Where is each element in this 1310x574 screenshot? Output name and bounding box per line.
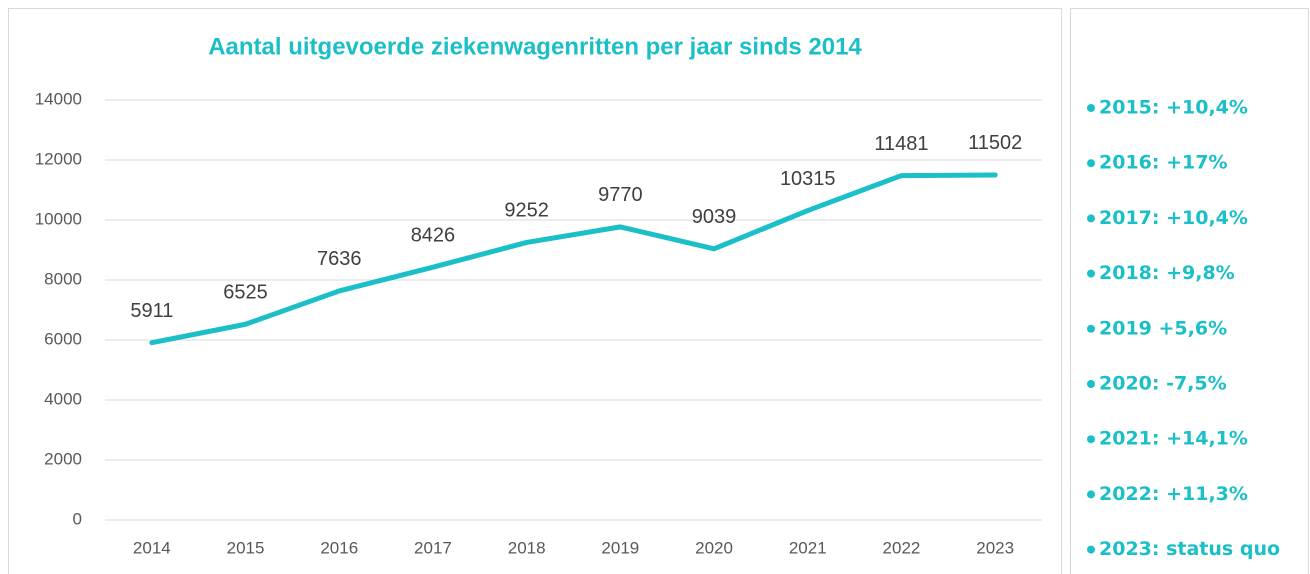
- bullet: [1087, 214, 1095, 223]
- value-label: 8426: [411, 225, 456, 247]
- bullet: [1087, 380, 1095, 388]
- chart-frame: [8, 8, 1062, 574]
- x-tick-label: 2018: [508, 538, 546, 557]
- annotation: 2022: +11,3%: [1099, 483, 1248, 505]
- value-label: 9770: [598, 184, 643, 206]
- value-label: 7636: [317, 248, 362, 270]
- bullet: [1087, 490, 1095, 499]
- x-tick-label: 2020: [695, 538, 733, 557]
- bullet: [1087, 269, 1095, 278]
- y-tick-label: 10000: [35, 209, 82, 228]
- bullet: [1087, 324, 1095, 333]
- value-label: 6525: [223, 282, 268, 304]
- x-tick-label: 2015: [227, 538, 265, 557]
- y-tick-label: 2000: [44, 449, 82, 468]
- value-label: 10315: [780, 168, 836, 190]
- y-tick-label: 14000: [35, 89, 82, 108]
- chart-title: Aantal uitgevoerde ziekenwagenritten per…: [208, 33, 862, 60]
- value-label: 9252: [504, 200, 549, 222]
- value-label: 11502: [968, 132, 1022, 154]
- bullet: [1087, 159, 1095, 168]
- annotation: 2019 +5,6%: [1099, 317, 1227, 339]
- value-label: 5911: [130, 300, 173, 322]
- y-tick-label: 8000: [44, 269, 82, 288]
- annotation: 2020: -7,5%: [1099, 373, 1227, 395]
- y-tick-label: 4000: [44, 389, 82, 408]
- x-tick-label: 2021: [789, 538, 827, 557]
- x-tick-label: 2014: [133, 538, 171, 557]
- annotation: 2021: +14,1%: [1099, 428, 1248, 450]
- bullet: [1087, 435, 1095, 444]
- y-tick-label: 6000: [44, 329, 82, 348]
- annotation: 2016: +17%: [1099, 152, 1228, 174]
- annotation: 2017: +10,4%: [1099, 207, 1248, 229]
- data-line: [149, 172, 998, 346]
- y-tick-label: 12000: [35, 149, 82, 168]
- x-tick-label: 2019: [601, 538, 639, 557]
- bullet: [1087, 545, 1095, 554]
- y-tick-label: 0: [73, 509, 82, 528]
- x-tick-label: 2017: [414, 538, 452, 557]
- value-label: 9039: [692, 206, 737, 228]
- annotation: 2018: +9,8%: [1099, 262, 1235, 284]
- x-tick-label: 2022: [883, 538, 921, 557]
- x-tick-label: 2023: [976, 538, 1014, 557]
- side-panel: [1070, 8, 1309, 574]
- annotation: 2023: status quo: [1099, 538, 1280, 560]
- annotation: 2015: +10,4%: [1099, 97, 1248, 119]
- value-label: 11481: [874, 133, 928, 155]
- x-tick-label: 2016: [320, 538, 358, 557]
- bullet: [1087, 104, 1095, 112]
